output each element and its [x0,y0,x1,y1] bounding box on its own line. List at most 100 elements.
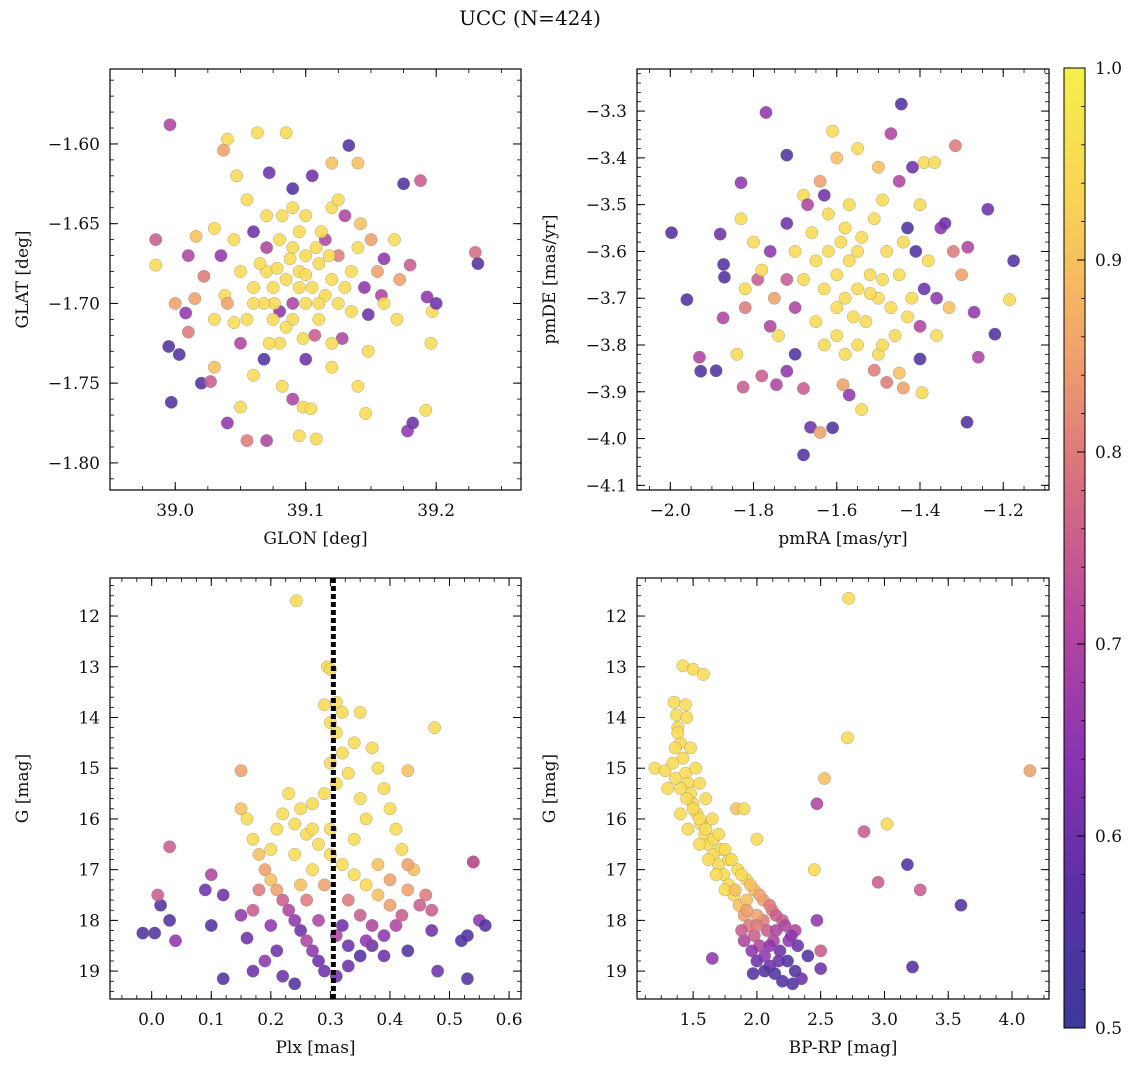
data-point [668,741,682,755]
axes-frame [636,68,1050,491]
data-point [666,756,680,770]
data-point [169,934,182,948]
x-tick-label: 4.0 [998,1010,1025,1030]
data-point [279,320,293,334]
x-tick-label: 0.1 [198,1010,225,1030]
x-tick-label: 2.5 [807,1010,834,1030]
y-tick-label: −3.3 [586,102,627,122]
data-point [365,741,379,755]
y-tick-label: 18 [78,911,100,931]
data-point [809,315,823,329]
data-point [894,97,908,111]
data-point [915,386,929,400]
data-point [260,434,274,448]
data-point [312,312,326,326]
data-point [361,308,375,322]
data-point [901,221,914,235]
y-tick-label: 12 [78,607,100,627]
data-point [288,817,302,831]
data-point [788,244,802,258]
data-point [717,258,731,271]
data-point [198,883,212,897]
colorbar-tick-label: 0.7 [1095,635,1122,655]
data-point [896,381,910,395]
data-point [814,944,828,958]
data-point [279,126,293,140]
y-tick-label: 15 [78,759,100,779]
data-point [413,898,427,912]
data-point [830,301,844,315]
data-point [817,338,831,352]
data-point [322,249,336,263]
data-point [207,312,221,326]
data-point [317,787,331,801]
data-point [801,949,815,963]
data-point [836,378,850,392]
data-point [260,241,274,255]
data-point [306,944,319,958]
data-point [780,364,794,378]
y-tick-label: 13 [605,658,627,678]
data-point [359,407,373,420]
data-point [335,746,349,760]
data-point [801,198,815,212]
data-point [689,761,703,775]
data-point [359,934,373,948]
data-point [220,296,234,310]
data-point [888,329,902,343]
data-points [136,594,492,991]
data-point [460,972,474,986]
data-point [673,807,687,821]
data-point [753,888,766,902]
data-point [692,350,706,364]
data-point [834,235,848,249]
panel-1: 39.0 39.1 39.2 −1.60 −1.65 −1.70 −1.75 −1.80 GLO… [13,68,522,549]
data-point [377,296,391,310]
data-point [353,792,367,806]
data-point [755,263,769,277]
data-point [712,827,726,841]
data-point [300,893,314,907]
x-axis-label: Plx [mas] [275,1038,355,1058]
data-point [913,883,927,897]
data-point [240,312,254,326]
data-point [745,944,759,958]
data-point [309,432,323,446]
data-point [344,304,358,318]
data-point [821,207,835,221]
data-point [289,594,303,608]
data-point [288,847,302,861]
data-point [204,919,218,932]
data-point [393,273,407,286]
panel-4: 1.5 2.0 2.5 3.0 3.5 4.0 12 13 14 15 16 17 18 19 BP-RP … [540,577,1050,1058]
data-point [292,225,306,239]
y-tick-label: −3.7 [586,289,627,309]
x-tick-label: 0.6 [496,1010,523,1030]
data-points [665,97,1021,462]
y-tick-label: 15 [605,759,627,779]
data-point [230,169,244,183]
y-tick-label: 14 [605,708,627,728]
data-point [429,296,443,310]
data-point [716,311,730,325]
data-point [867,212,881,226]
data-point [709,868,723,882]
data-point [371,888,385,902]
data-point [347,736,361,750]
data-point [735,924,749,937]
data-point [204,868,218,882]
data-point [737,802,751,816]
data-point [306,822,319,836]
data-point [826,124,840,138]
data-point [306,797,319,811]
data-point [709,364,723,378]
data-point [744,878,757,892]
data-point [335,858,349,872]
data-point [276,807,290,821]
data-point [353,908,367,922]
y-tick-label: −3.4 [586,149,627,169]
data-point [357,281,371,294]
data-point [351,241,365,255]
colorbar-tick-label: 0.8 [1095,443,1122,463]
y-tick-label: −1.75 [48,374,100,394]
